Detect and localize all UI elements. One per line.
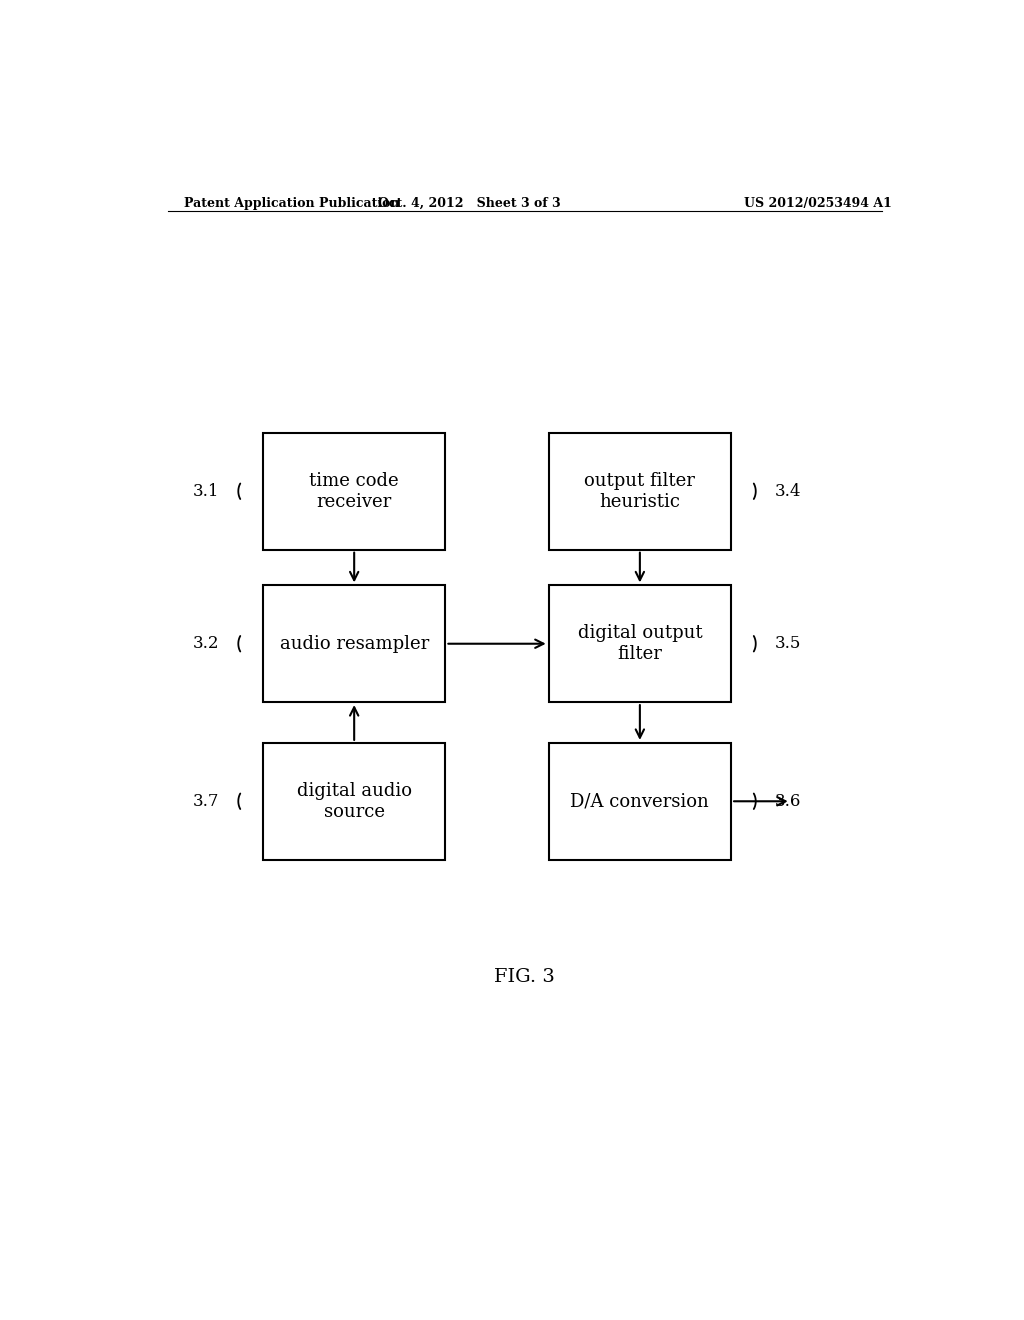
Text: time code
receiver: time code receiver: [309, 471, 399, 511]
Text: 3.1: 3.1: [193, 483, 219, 500]
Text: 3.2: 3.2: [193, 635, 219, 652]
Text: output filter
heuristic: output filter heuristic: [585, 471, 695, 511]
Text: Patent Application Publication: Patent Application Publication: [183, 197, 399, 210]
Text: US 2012/0253494 A1: US 2012/0253494 A1: [744, 197, 892, 210]
FancyBboxPatch shape: [549, 585, 731, 702]
Text: 3.6: 3.6: [775, 793, 801, 809]
FancyBboxPatch shape: [549, 433, 731, 549]
FancyBboxPatch shape: [263, 585, 445, 702]
Text: 3.4: 3.4: [775, 483, 802, 500]
Text: 3.7: 3.7: [193, 793, 219, 809]
FancyBboxPatch shape: [263, 743, 445, 859]
Text: Oct. 4, 2012   Sheet 3 of 3: Oct. 4, 2012 Sheet 3 of 3: [378, 197, 560, 210]
Text: 3.5: 3.5: [775, 635, 801, 652]
Text: FIG. 3: FIG. 3: [495, 968, 555, 986]
FancyBboxPatch shape: [263, 433, 445, 549]
Text: D/A conversion: D/A conversion: [570, 792, 710, 810]
Text: digital audio
source: digital audio source: [297, 781, 412, 821]
Text: audio resampler: audio resampler: [280, 635, 429, 652]
Text: digital output
filter: digital output filter: [578, 624, 702, 663]
FancyBboxPatch shape: [549, 743, 731, 859]
